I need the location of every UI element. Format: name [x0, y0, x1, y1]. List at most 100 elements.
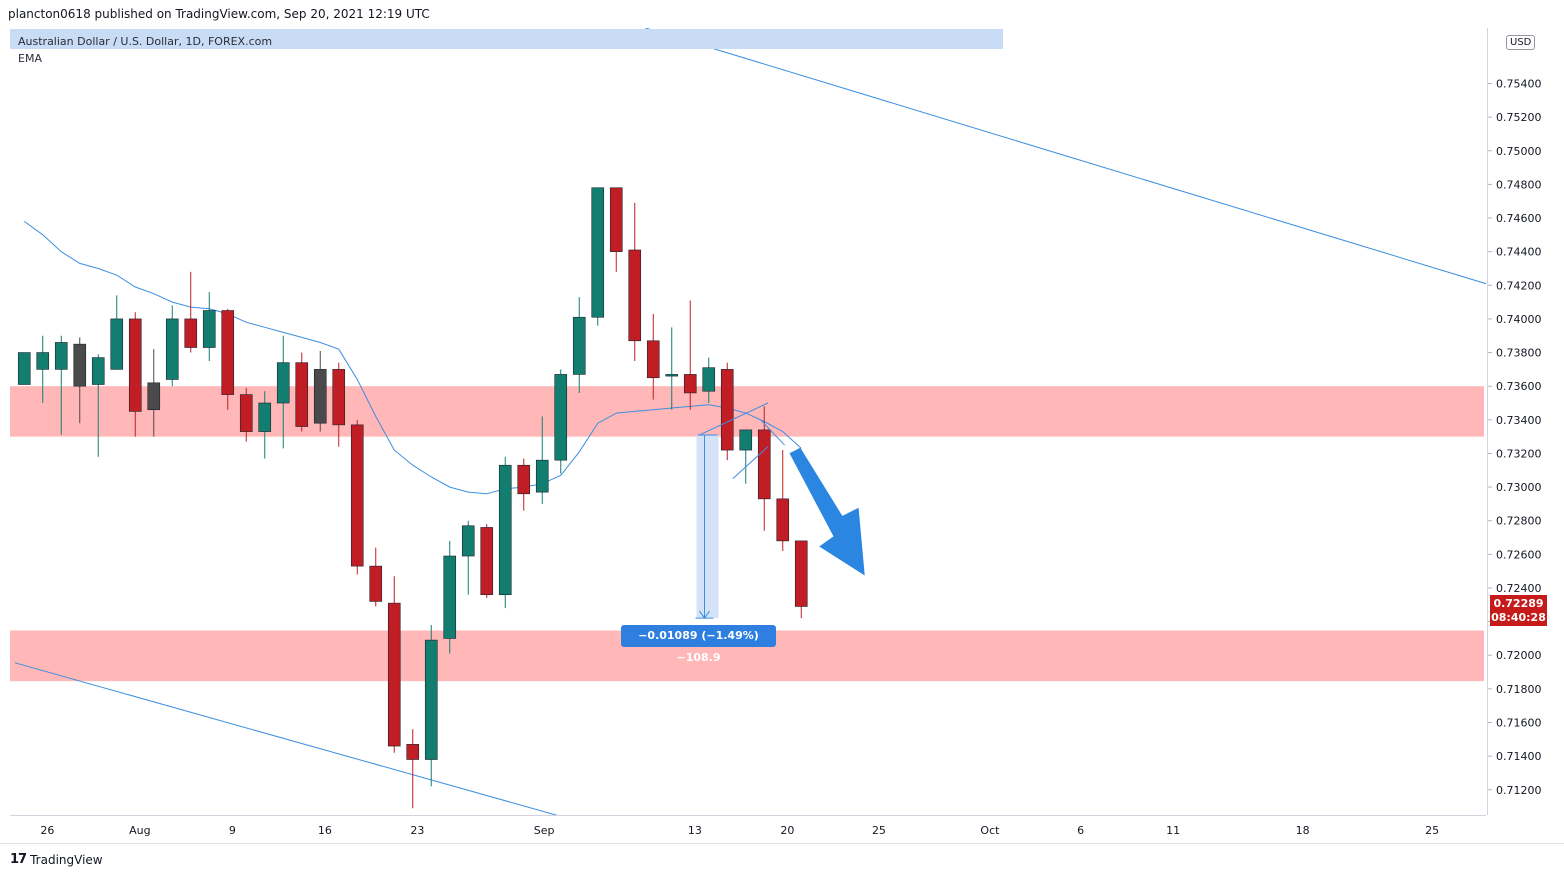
- candle-body: [628, 249, 642, 342]
- price-tick-label: 0.71600: [1496, 717, 1542, 730]
- bar-countdown: 08:40:28: [1491, 611, 1546, 624]
- price-tick-label: 0.74200: [1496, 279, 1542, 292]
- candle-body: [498, 464, 512, 596]
- time-tick-label: 20: [780, 824, 794, 837]
- candle-body: [461, 525, 475, 557]
- time-tick-label: 16: [318, 824, 332, 837]
- publish-info: plancton0618 published on TradingView.co…: [8, 7, 430, 21]
- candle-body: [276, 362, 290, 404]
- price-tick-label: 0.72800: [1496, 515, 1542, 528]
- chart-pane[interactable]: [10, 15, 1492, 817]
- time-tick-label: 23: [410, 824, 424, 837]
- candle-body: [665, 374, 679, 377]
- channel-connector: [760, 419, 785, 446]
- candle-body: [73, 343, 87, 387]
- candle-body: [480, 527, 494, 596]
- time-axis[interactable]: 26 Aug 9 16 23 Sep 13 20 25 Oct 6 11 18 25: [10, 815, 1486, 844]
- candle-body: [443, 555, 457, 639]
- time-tick-label: Aug: [129, 824, 150, 837]
- candle-body: [91, 357, 105, 385]
- candle-body: [517, 464, 531, 495]
- footer-divider: [0, 843, 1564, 844]
- candle-body: [591, 187, 605, 318]
- time-tick-label: 25: [872, 824, 886, 837]
- price-axis-ticks: 0.71200 0.71400 0.71600 0.71800 0.72000 0.722…: [1488, 77, 1542, 797]
- time-axis-ticks: 26 Aug 9 16 23 Sep 13 20 25 Oct 6 11 18 25: [40, 824, 1439, 837]
- price-tick-label: 0.73600: [1496, 380, 1542, 393]
- time-tick-label: 18: [1296, 824, 1310, 837]
- candle-body: [258, 402, 272, 432]
- time-tick-label: Oct: [980, 824, 1000, 837]
- candle-body: [350, 424, 364, 567]
- trendline-0: [606, 15, 1492, 286]
- candle-body: [202, 310, 216, 348]
- measure-range-box: [696, 434, 719, 619]
- candle-body: [757, 429, 771, 500]
- candle-body: [184, 318, 198, 348]
- symbol-legend[interactable]: Australian Dollar / U.S. Dollar, 1D, FOR…: [18, 35, 273, 48]
- symbol-legend-background: [10, 29, 1003, 49]
- candle-body: [387, 602, 401, 747]
- candle-body: [776, 498, 790, 542]
- candle-body: [739, 429, 753, 451]
- time-tick-label: 6: [1077, 824, 1084, 837]
- tradingview-logo-icon: 17: [10, 852, 27, 867]
- candle-body: [646, 340, 660, 379]
- price-tick-label: 0.73400: [1496, 414, 1542, 427]
- price-tick-label: 0.71800: [1496, 683, 1542, 696]
- forecast-arrow-icon: [789, 447, 865, 576]
- channel-line-0: [699, 402, 769, 436]
- candle-body: [332, 369, 346, 426]
- candle-body: [110, 318, 124, 370]
- candle-body: [794, 540, 808, 607]
- time-tick-label: Sep: [534, 824, 555, 837]
- price-tick-label: 0.75200: [1496, 111, 1542, 124]
- time-tick-label: 11: [1166, 824, 1180, 837]
- price-tick-label: 0.72000: [1496, 649, 1542, 662]
- candle-body: [683, 374, 697, 394]
- candle-body: [369, 565, 383, 602]
- candle-body: [720, 369, 734, 451]
- candle-body: [54, 342, 68, 370]
- price-range-measure-label: −0.01089 (−1.49%) −108.9: [621, 625, 776, 664]
- price-tick-label: 0.72600: [1496, 548, 1542, 561]
- time-tick-label: 9: [229, 824, 236, 837]
- candle-body: [609, 187, 623, 252]
- candle-body: [295, 362, 309, 427]
- candle-body: [165, 318, 179, 380]
- candle-body: [313, 369, 327, 424]
- candle-body: [17, 352, 31, 385]
- candle-body: [147, 382, 161, 411]
- last-price-tag: 0.72289 08:40:28: [1490, 595, 1547, 626]
- candle-body: [572, 316, 586, 375]
- last-price-value: 0.72289: [1493, 597, 1544, 610]
- price-tick-label: 0.73200: [1496, 447, 1542, 460]
- tradingview-footer[interactable]: 17 TradingView: [10, 852, 103, 867]
- price-tick-label: 0.73000: [1496, 481, 1542, 494]
- trendline-1: [14, 662, 560, 817]
- candle-body: [406, 744, 420, 760]
- price-tick-label: 0.71200: [1496, 784, 1542, 797]
- price-tick-label: 0.71400: [1496, 750, 1542, 763]
- price-tick-label: 0.74800: [1496, 178, 1542, 191]
- price-tick-label: 0.72400: [1496, 582, 1542, 595]
- price-tick-label: 0.73800: [1496, 347, 1542, 360]
- price-axis[interactable]: 0.71200 0.71400 0.71600 0.71800 0.72000 0.722…: [1487, 28, 1564, 815]
- candlestick-chart[interactable]: [10, 15, 1492, 817]
- candle-body: [221, 310, 235, 395]
- candle-body: [239, 394, 253, 432]
- channel-line-1: [732, 446, 769, 480]
- price-tick-label: 0.74600: [1496, 212, 1542, 225]
- price-tick-label: 0.75000: [1496, 145, 1542, 158]
- candle-body: [554, 374, 568, 461]
- candle-body: [702, 367, 716, 392]
- support-resistance-zone-0: [10, 386, 1484, 437]
- time-tick-label: 13: [688, 824, 702, 837]
- candle-body: [128, 318, 142, 412]
- time-tick-label: 25: [1425, 824, 1439, 837]
- time-tick-label: 26: [40, 824, 54, 837]
- ema-legend[interactable]: EMA: [18, 52, 42, 65]
- currency-badge[interactable]: USD: [1506, 35, 1536, 50]
- candle-body: [424, 639, 438, 760]
- price-tick-label: 0.74000: [1496, 313, 1542, 326]
